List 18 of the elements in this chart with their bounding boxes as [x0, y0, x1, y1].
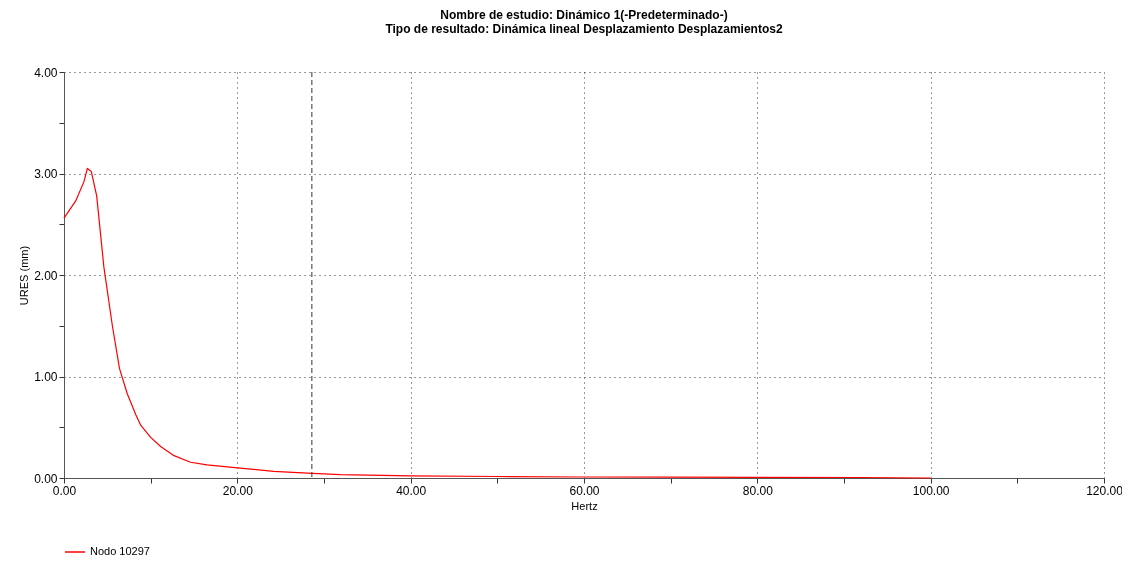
y-tick-label: 0.00	[34, 471, 58, 486]
line-series	[63, 167, 932, 479]
x-tick-label: 120.00	[1086, 483, 1122, 498]
y-axis-title: URES (mm)	[18, 245, 31, 306]
y-tick-label: 1.00	[34, 370, 58, 384]
x-tick-label: 40.00	[396, 483, 427, 498]
y-tick-label: 3.00	[34, 167, 58, 181]
y-tick-label: 4.00	[34, 65, 58, 80]
x-axis-title: Hertz	[571, 499, 598, 512]
x-tick-label: 20.00	[222, 483, 254, 498]
x-tick-label: 100.00	[912, 483, 950, 498]
y-tick-label: 2.00	[34, 268, 58, 283]
x-tick-label: 0.00	[52, 483, 77, 498]
x-tick-label: 60.00	[569, 483, 600, 498]
x-tick-label: 80.00	[742, 483, 774, 498]
legend-label: Nodo 10297	[90, 545, 150, 557]
chart-subtitle: Tipo de resultado: Dinámica lineal Desplazamiento Desplazamientos2	[385, 22, 783, 36]
chart-title: Nombre de estudio: Dinámico 1(-Predeterminado-)	[440, 8, 728, 22]
